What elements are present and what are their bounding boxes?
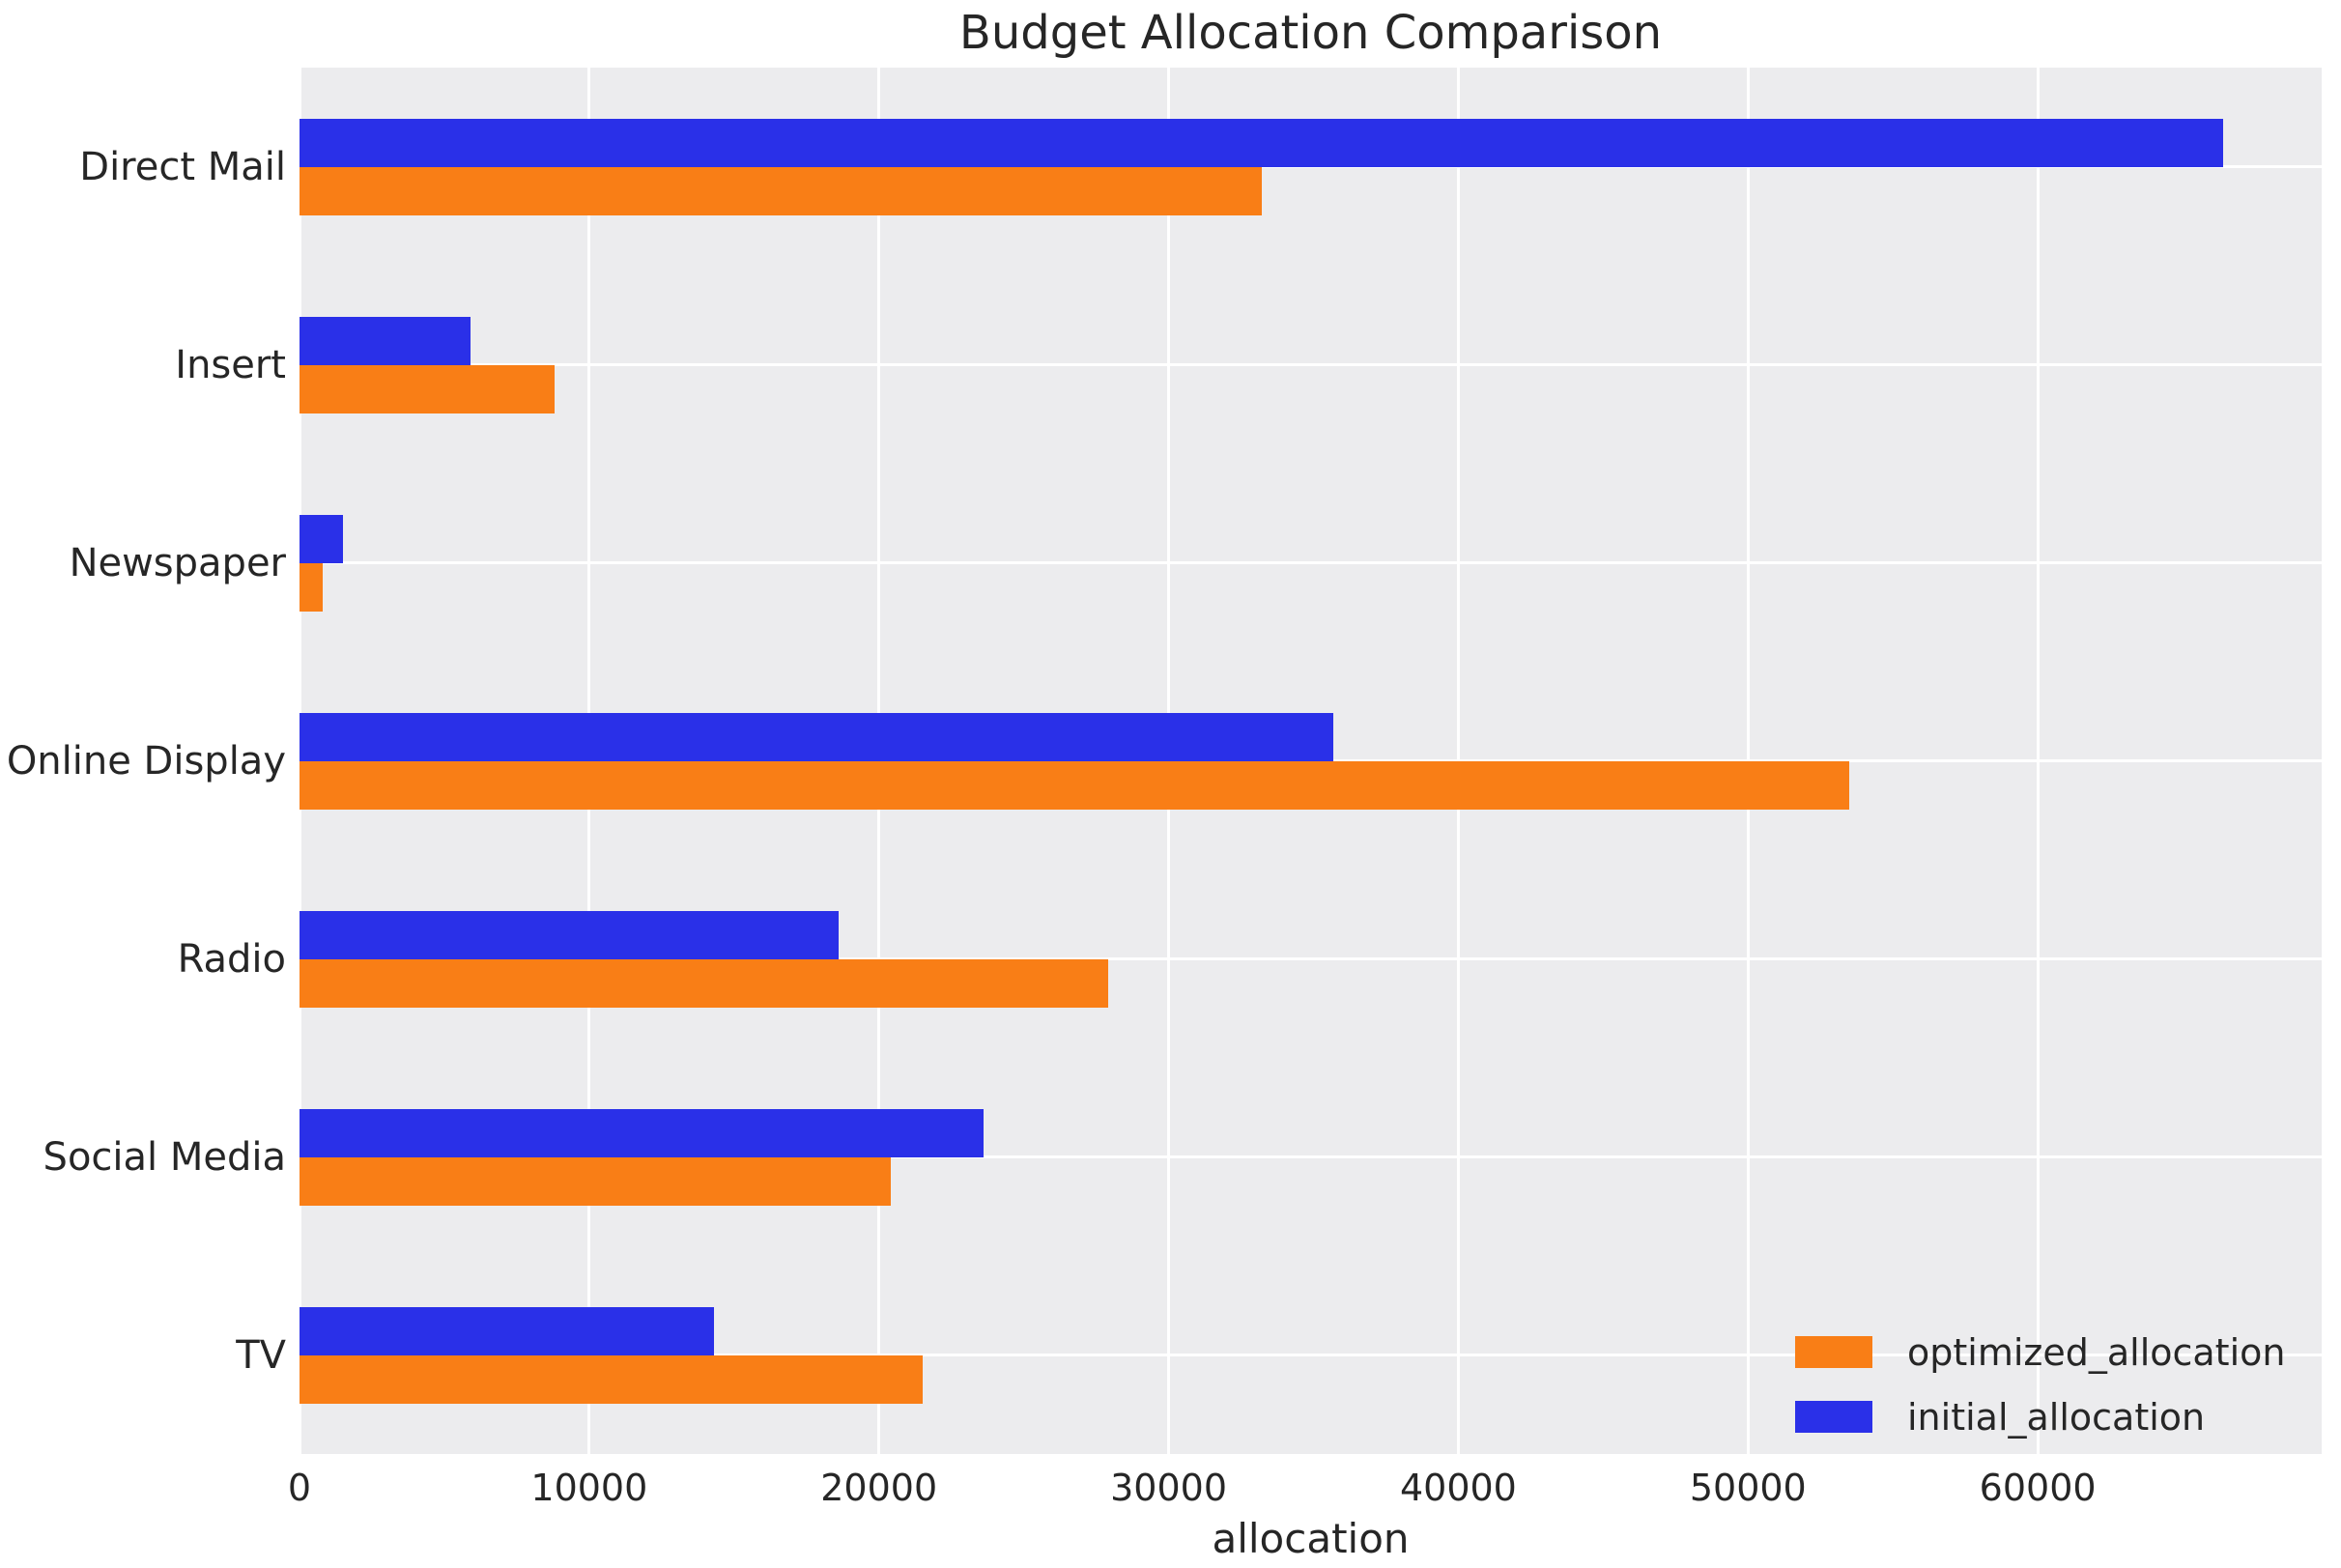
- y-tick-label-online-display: Online Display: [6, 738, 286, 784]
- legend-swatch-optimized-allocation: [1795, 1336, 1872, 1368]
- gridline-y-newspaper: [300, 561, 2322, 564]
- x-tick-label-0: 0: [287, 1467, 312, 1509]
- bar-optimized-allocation-insert: [300, 364, 555, 413]
- legend-label-optimized-allocation: optimized_allocation: [1907, 1330, 2286, 1374]
- bar-initial-allocation-radio: [300, 910, 839, 959]
- bar-optimized-allocation-tv: [300, 1354, 923, 1404]
- y-tick-label-direct-mail: Direct Mail: [79, 144, 286, 189]
- chart-title: Budget Allocation Comparison: [958, 6, 1663, 60]
- bar-initial-allocation-direct-mail: [300, 118, 2224, 167]
- gridline-y-direct-mail: [300, 165, 2322, 168]
- legend: optimized_allocation initial_allocation: [1795, 1320, 2285, 1449]
- x-tick-label-50000: 50000: [1689, 1467, 1807, 1509]
- y-tick-label-radio: Radio: [177, 936, 286, 982]
- gridline-y-tv: [300, 1354, 2322, 1356]
- gridline-y-insert: [300, 363, 2322, 366]
- bar-optimized-allocation-radio: [300, 958, 1108, 1008]
- legend-label-initial-allocation: initial_allocation: [1907, 1395, 2206, 1439]
- bar-initial-allocation-newspaper: [300, 514, 343, 563]
- x-tick-label-40000: 40000: [1399, 1467, 1517, 1509]
- gridline-y-radio: [300, 957, 2322, 960]
- y-tick-label-social-media: Social Media: [43, 1134, 286, 1180]
- x-tick-label-60000: 60000: [1979, 1467, 2097, 1509]
- bar-optimized-allocation-social-media: [300, 1156, 891, 1206]
- bar-initial-allocation-insert: [300, 316, 471, 365]
- bar-initial-allocation-online-display: [300, 712, 1334, 761]
- bar-optimized-allocation-online-display: [300, 760, 1850, 810]
- legend-item-optimized-allocation: optimized_allocation: [1795, 1320, 2285, 1384]
- x-tick-label-10000: 10000: [530, 1467, 648, 1509]
- x-tick-label-30000: 30000: [1110, 1467, 1228, 1509]
- y-tick-label-tv: TV: [236, 1332, 286, 1378]
- gridline-y-social-media: [300, 1155, 2322, 1158]
- bar-optimized-allocation-direct-mail: [300, 166, 1262, 215]
- x-tick-label-20000: 20000: [820, 1467, 938, 1509]
- y-tick-label-insert: Insert: [175, 342, 286, 387]
- y-tick-label-newspaper: Newspaper: [69, 540, 286, 585]
- bar-initial-allocation-social-media: [300, 1108, 984, 1157]
- bar-optimized-allocation-newspaper: [300, 562, 323, 612]
- legend-item-initial-allocation: initial_allocation: [1795, 1384, 2285, 1449]
- x-axis-label: allocation: [1212, 1515, 1410, 1562]
- legend-swatch-initial-allocation: [1795, 1401, 1872, 1433]
- bar-initial-allocation-tv: [300, 1306, 714, 1355]
- plot-area: [298, 68, 2322, 1454]
